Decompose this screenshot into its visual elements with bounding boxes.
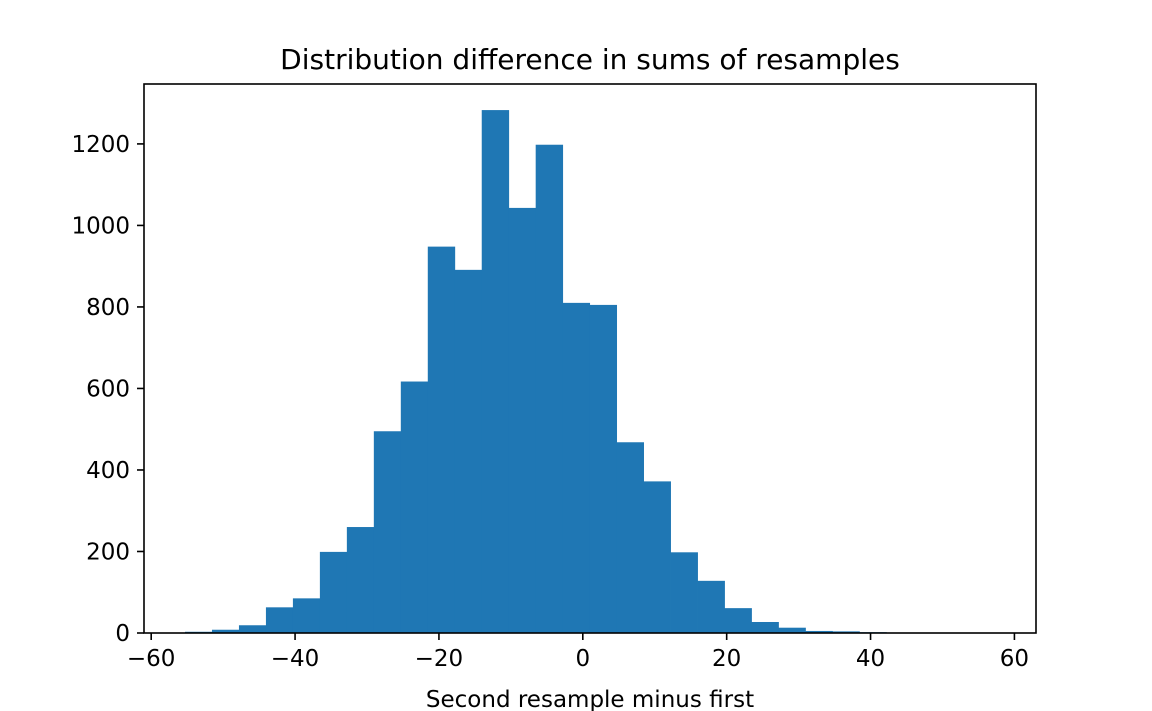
x-axis: −60 −40 −20 0 20 40 60 [127, 633, 1029, 672]
histogram-bar [832, 631, 860, 633]
histogram-bar [400, 381, 429, 633]
histogram-bar [562, 302, 591, 633]
x-tick-label: −60 [127, 646, 176, 672]
histogram-bar [751, 621, 779, 633]
y-tick-label: 1200 [71, 132, 130, 158]
x-tick-label: 0 [575, 646, 590, 672]
histogram-bar [805, 630, 833, 633]
y-tick-label: 400 [86, 458, 130, 484]
histogram-bar [346, 527, 375, 633]
bars-group [185, 110, 941, 634]
histogram-bar [454, 269, 483, 633]
x-tick-label: 20 [712, 646, 741, 672]
x-tick-label: −20 [415, 646, 464, 672]
chart-title: Distribution difference in sums of resam… [280, 43, 900, 76]
y-tick-label: 200 [86, 539, 130, 565]
histogram-bar [319, 551, 348, 633]
plot-frame [143, 83, 1037, 634]
histogram-bar [508, 207, 537, 633]
y-axis: 0 200 400 600 800 1000 1200 [71, 132, 144, 647]
histogram-bar [481, 110, 510, 633]
histogram-bar [643, 481, 671, 633]
y-tick-label: 800 [86, 295, 130, 321]
y-tick-label: 600 [86, 376, 130, 402]
histogram-bar [724, 608, 752, 633]
x-tick-label: 40 [856, 646, 885, 672]
histogram-bar [427, 246, 456, 633]
histogram-bar [373, 431, 402, 633]
histogram-bar [265, 607, 294, 633]
histogram-bar [238, 625, 267, 633]
y-tick-label: 0 [115, 621, 130, 647]
x-tick-label: −40 [271, 646, 320, 672]
histogram-bar [616, 442, 644, 633]
histogram-bar [211, 629, 240, 633]
histogram-bar [589, 304, 618, 633]
y-tick-label: 1000 [71, 213, 130, 239]
x-tick-label: 60 [1000, 646, 1029, 672]
histogram-bar [535, 144, 564, 634]
histogram-bar [292, 598, 321, 633]
histogram-bar [670, 552, 698, 633]
histogram-bar [778, 627, 806, 633]
x-axis-label: Second resample minus first [426, 687, 754, 711]
histogram-bar [697, 580, 725, 633]
